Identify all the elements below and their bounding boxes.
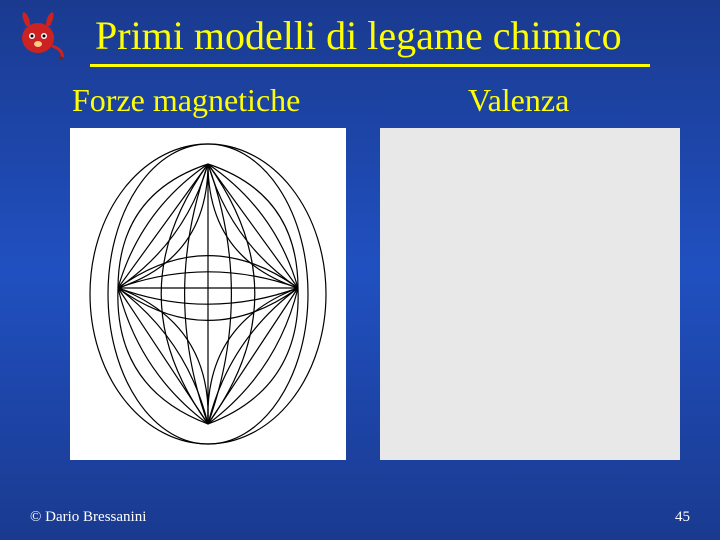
subtitle-right: Valenza (468, 82, 569, 119)
slide-title: Primi modelli di legame chimico (95, 12, 622, 59)
figure-magnetic-forces (70, 128, 346, 460)
page-number: 45 (675, 509, 690, 526)
subtitle-left: Forze magnetiche (72, 82, 300, 119)
title-underline (90, 64, 650, 67)
mascot-icon (10, 8, 70, 60)
copyright-text: © Dario Bressanini (30, 509, 146, 526)
figure-valence (380, 128, 680, 460)
